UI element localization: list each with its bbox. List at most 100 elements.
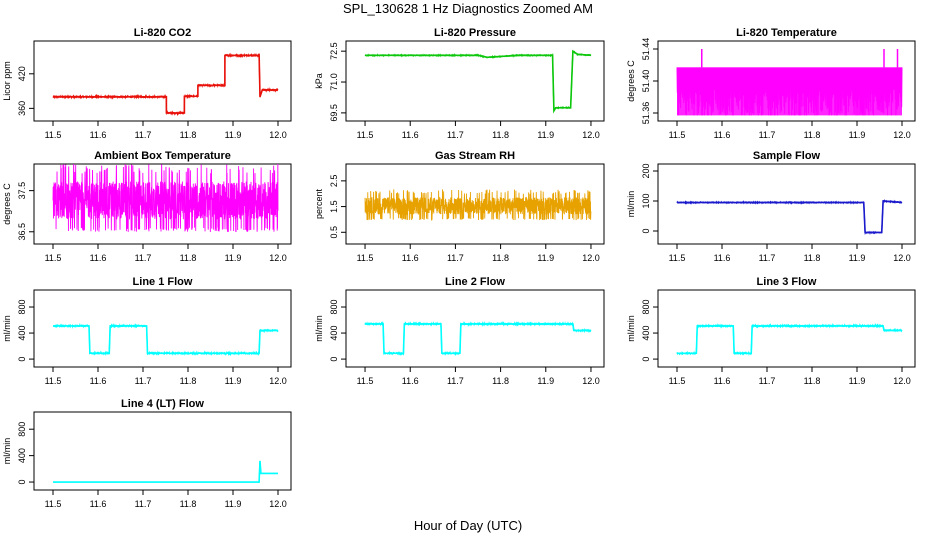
x-tick-label: 11.7 [759, 130, 776, 140]
series-line [676, 322, 903, 356]
x-tick-label: 11.7 [447, 253, 464, 263]
panel-5: Gas Stream RH percent 0.5 1.5 2.5 11.5 11.6 11.… [314, 150, 605, 263]
x-tick-label: 11.5 [45, 499, 62, 509]
x-tick-label: 11.5 [669, 253, 686, 263]
x-tick-label: 11.6 [90, 376, 107, 386]
x-tick-label: 11.9 [849, 130, 866, 140]
plot-frame [33, 163, 292, 245]
x-tick-label: 11.5 [669, 376, 686, 386]
y-axis-label: ml/min [2, 315, 12, 342]
x-tick-label: 11.8 [180, 499, 197, 509]
y-tick-label: 0.5 [329, 226, 339, 239]
x-tick-label: 11.7 [759, 253, 776, 263]
panel-title: Ambient Box Temperature [94, 150, 231, 162]
series-line [52, 163, 279, 233]
y-tick-label: 400 [17, 326, 27, 341]
y-tick-label: 51.44 [641, 38, 651, 61]
x-axis-title: Hour of Day (UTC) [413, 518, 523, 533]
x-tick-label: 11.5 [45, 130, 62, 140]
x-tick-label: 11.9 [225, 130, 242, 140]
panel-title: Line 1 Flow [133, 276, 193, 288]
x-tick-label: 11.6 [714, 253, 731, 263]
x-tick-label: 11.7 [135, 376, 152, 386]
x-tick-label: 11.9 [537, 376, 554, 386]
x-tick-label: 11.9 [849, 253, 866, 263]
panel-10: Line 4 (LT) Flow ml/min 0 400 800 11.5 11.6 11.… [2, 398, 292, 509]
x-tick-label: 11.9 [849, 376, 866, 386]
panel-1: Li-820 CO2 Licor ppm 360 420 11.5 11.6 11.7 11.… [2, 27, 292, 140]
y-tick-label: 400 [329, 326, 339, 341]
x-tick-label: 11.6 [402, 253, 419, 263]
plot-frame [345, 289, 605, 368]
x-tick-label: 11.5 [45, 253, 62, 263]
y-tick-label: 800 [17, 300, 27, 315]
panel-title: Li-820 Temperature [736, 27, 837, 39]
y-axis-label: ml/min [2, 438, 12, 465]
y-tick-label: 71.0 [329, 73, 339, 91]
x-tick-label: 11.9 [537, 253, 554, 263]
series-steps [677, 325, 902, 355]
panel-title: Line 4 (LT) Flow [121, 398, 204, 410]
y-tick-label: 100 [641, 193, 651, 208]
y-axis-label: Licor ppm [2, 61, 12, 101]
plot-frame [345, 163, 605, 245]
x-tick-label: 11.7 [759, 376, 776, 386]
series-line [364, 189, 592, 221]
y-tick-label: 0 [329, 357, 339, 362]
y-tick-label: 360 [17, 101, 27, 116]
x-tick-label: 11.9 [537, 130, 554, 140]
series-line [364, 50, 592, 111]
x-tick-label: 11.8 [492, 130, 509, 140]
panel-title: Sample Flow [753, 150, 821, 162]
x-tick-label: 11.8 [180, 130, 197, 140]
series-steps [53, 460, 278, 483]
x-tick-label: 11.7 [447, 376, 464, 386]
series-line [676, 198, 903, 236]
panel-9: Line 3 Flow ml/min 0 400 800 11.5 11.6 11.7 11.8… [626, 276, 916, 386]
x-tick-label: 11.6 [402, 130, 419, 140]
plot-frame [345, 40, 605, 122]
y-axis-label: degrees C [626, 60, 636, 102]
x-tick-label: 11.6 [402, 376, 419, 386]
x-tick-label: 12.0 [893, 376, 911, 386]
plot-frame [33, 411, 292, 491]
y-tick-label: 400 [641, 326, 651, 341]
y-tick-label: 72.5 [329, 42, 339, 60]
x-tick-label: 11.6 [90, 253, 107, 263]
x-tick-label: 11.6 [90, 499, 107, 509]
panel-title: Line 2 Flow [445, 276, 505, 288]
panel-6: Sample Flow ml/min 0 100 200 11.5 11.6 11.7 11.8… [626, 150, 916, 263]
y-axis-label: ml/min [626, 191, 636, 218]
x-tick-label: 11.9 [225, 376, 242, 386]
y-axis-label: ml/min [626, 315, 636, 342]
x-tick-label: 11.8 [492, 376, 509, 386]
x-tick-label: 12.0 [582, 376, 600, 386]
panel-title: Li-820 CO2 [134, 27, 191, 39]
panel-8: Line 2 Flow ml/min 0 400 800 11.5 11.6 11.7 11.8… [314, 276, 605, 386]
x-tick-label: 11.9 [225, 499, 242, 509]
y-tick-label: 2.5 [329, 175, 339, 188]
x-tick-label: 11.7 [135, 499, 152, 509]
y-tick-label: 0 [17, 357, 27, 362]
y-tick-label: 37.5 [17, 182, 27, 200]
panel-4: Ambient Box Temperature degrees C 36.5 37.5… [2, 150, 292, 263]
y-tick-label: 0 [17, 480, 27, 485]
series-steps [365, 49, 592, 114]
y-tick-label: 51.40 [641, 70, 651, 93]
y-tick-label: 1.5 [329, 200, 339, 213]
y-axis-label: ml/min [314, 315, 324, 342]
series-line [676, 67, 903, 116]
plot-frame [33, 40, 292, 122]
x-tick-label: 12.0 [893, 253, 911, 263]
y-tick-label: 36.5 [17, 223, 27, 241]
x-tick-label: 11.5 [669, 130, 686, 140]
x-tick-label: 11.5 [357, 376, 374, 386]
x-tick-label: 12.0 [582, 253, 600, 263]
x-tick-label: 12.0 [893, 130, 911, 140]
x-tick-label: 12.0 [269, 253, 287, 263]
plot-frame [657, 163, 916, 245]
x-tick-label: 11.8 [804, 130, 821, 140]
y-axis-label: percent [314, 188, 324, 219]
x-tick-label: 11.6 [714, 376, 731, 386]
